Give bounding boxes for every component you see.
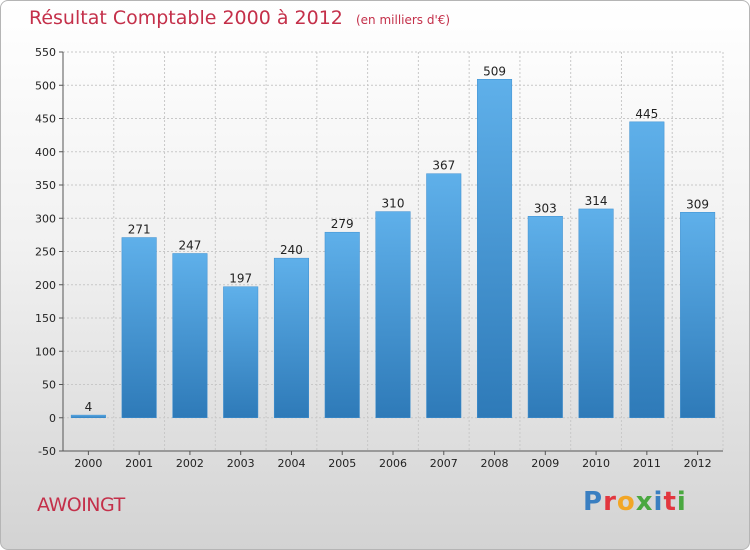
x-tick-label: 2010 [582,457,610,470]
x-tick-label: 2002 [176,457,204,470]
bar [121,237,157,418]
y-tick-label: 550 [35,46,56,59]
x-tick-label: 2007 [430,457,458,470]
y-tick-label: 200 [35,279,56,292]
bar-value-label: 4 [85,400,93,414]
x-tick-label: 2000 [74,457,102,470]
x-tick-label: 2004 [277,457,305,470]
y-tick-label: 250 [35,246,56,259]
bars [70,79,716,418]
y-tick-label: 150 [35,312,56,325]
y-tick-label: 50 [42,379,56,392]
x-tick-label: 2003 [227,457,255,470]
bar-value-label: 303 [534,201,557,215]
commune-name: AWOINGT [37,494,125,516]
bar-value-label: 367 [432,159,455,173]
bar [324,231,360,418]
chart-title: Résultat Comptable 2000 à 2012 (en milli… [29,7,450,29]
y-tick-label: -50 [38,445,56,458]
bar [273,257,309,418]
bar [527,216,563,418]
bar-value-label: 279 [331,217,354,231]
bar-value-label: 309 [686,197,709,211]
x-tick-label: 2011 [633,457,661,470]
x-tick-label: 2008 [481,457,509,470]
x-tick-label: 2009 [531,457,559,470]
bar [680,212,716,418]
bar-value-label: 314 [585,194,608,208]
y-tick-label: 400 [35,146,56,159]
logo-letter: i [653,487,664,517]
y-tick-label: 0 [49,412,56,425]
logo-letter: P [583,487,604,517]
x-tick-label: 2005 [328,457,356,470]
axes: -50 0 50 100 150 200 250 300 350 400 450 500 550 2000… [35,46,723,470]
bar-value-label: 197 [229,272,252,286]
x-tick-label: 2001 [125,457,153,470]
logo-letter: i [676,487,687,517]
bar [426,173,462,418]
y-tick-label: 500 [35,79,56,92]
bar-value-label: 271 [128,223,151,237]
y-tick-label: 100 [35,345,56,358]
bar-value-label: 240 [280,243,303,257]
logo-letter: x [635,487,654,517]
x-tick-label: 2006 [379,457,407,470]
bar [70,414,106,418]
proxiti-logo: Proxiti [583,487,687,517]
bar [629,121,665,418]
bar [172,253,208,418]
y-tick-label: 300 [35,212,56,225]
chart-unit-label: (en milliers d'€) [355,13,451,27]
logo-letter: o [616,487,636,517]
bar [223,286,259,418]
x-tick-label: 2012 [684,457,712,470]
y-tick-label: 350 [35,179,56,192]
chart-title-text: Résultat Comptable 2000 à 2012 [29,7,343,29]
bar [477,79,513,418]
bar-value-label: 247 [178,238,201,252]
bar-value-label: 445 [635,107,658,121]
bar-value-label: 310 [382,197,405,211]
logo-letter: r [603,487,617,517]
bar [578,208,614,418]
y-tick-label: 450 [35,113,56,126]
bar-value-label: 509 [483,64,506,78]
logo-letter: t [663,487,677,517]
value-labels: 4 271 247 197 240 279 310 367 509 303 314 445 309 [85,64,710,414]
bar [375,211,411,418]
